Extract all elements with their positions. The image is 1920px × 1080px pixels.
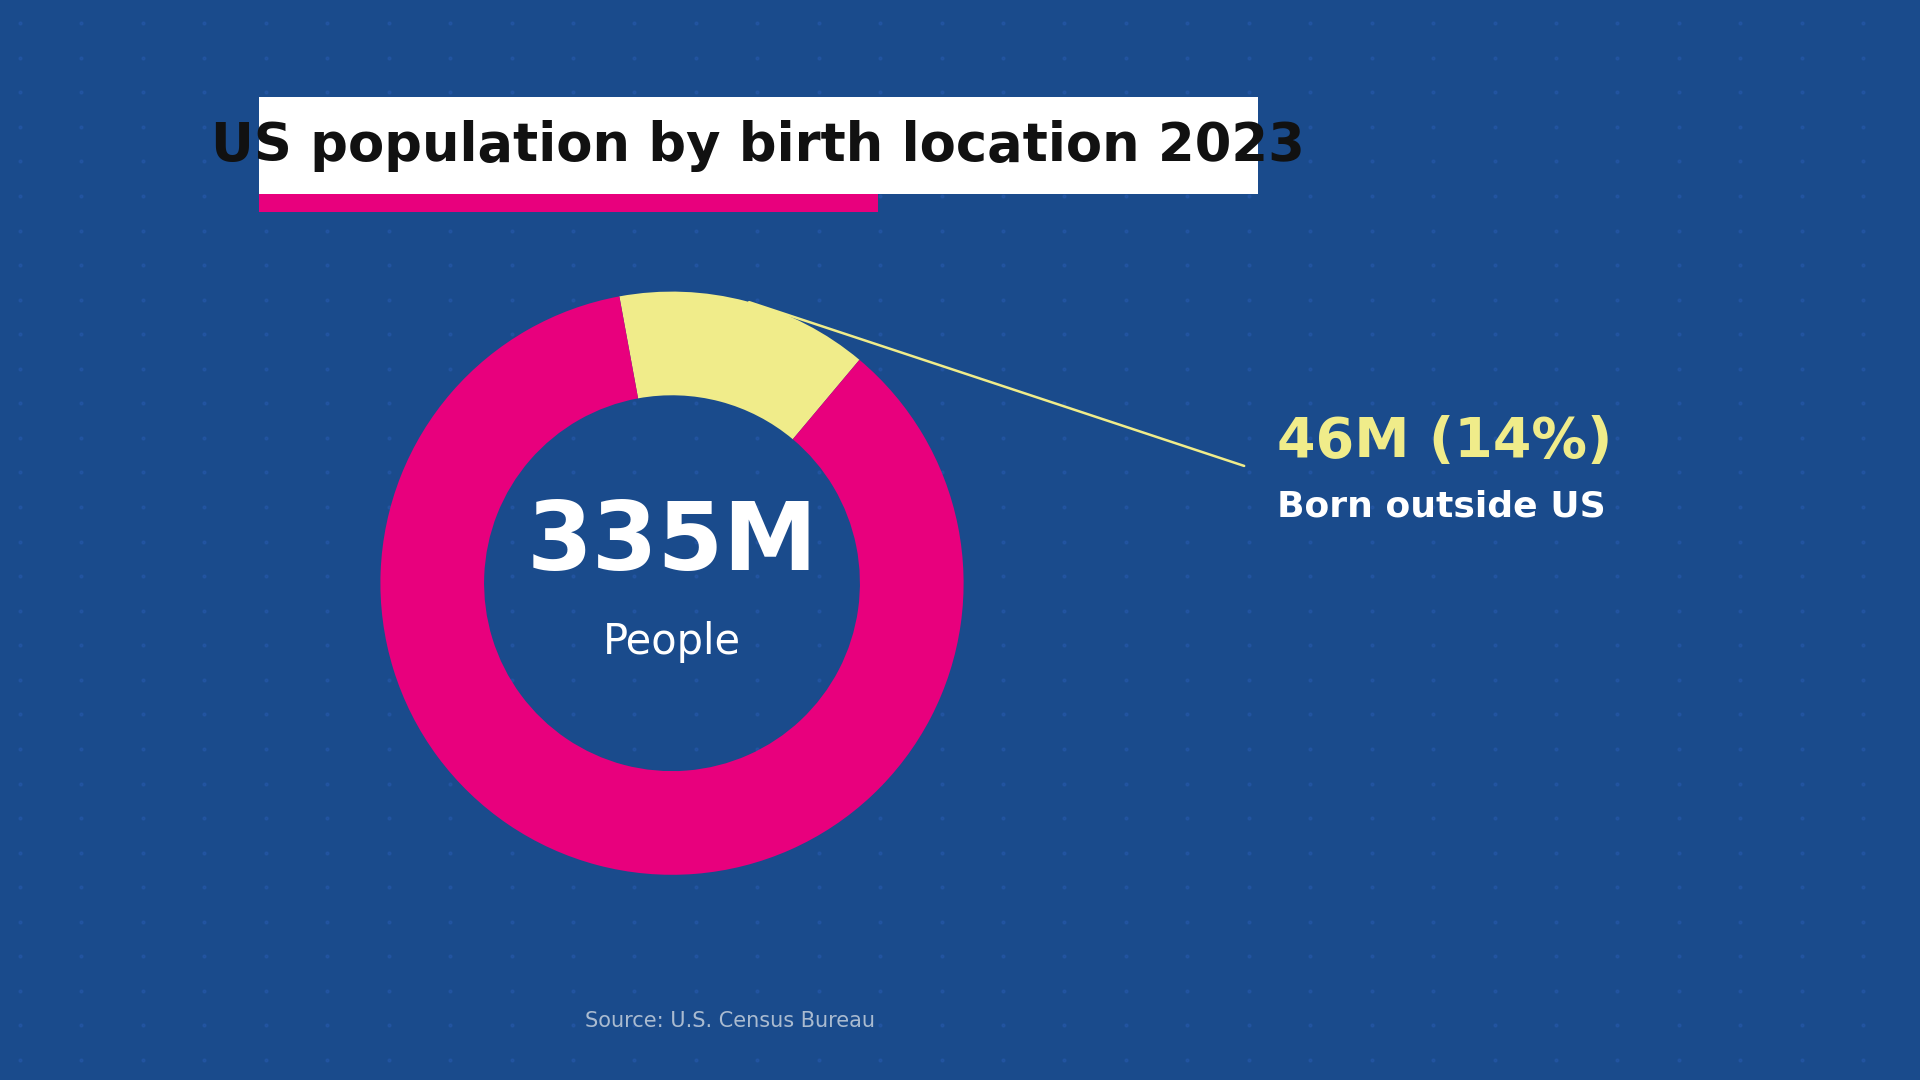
Text: 46M (14%): 46M (14%): [1277, 415, 1613, 469]
Wedge shape: [380, 296, 964, 875]
Text: US population by birth location 2023: US population by birth location 2023: [211, 120, 1306, 172]
Text: Born outside US: Born outside US: [1277, 490, 1605, 524]
Bar: [259, 194, 877, 213]
Text: People: People: [603, 621, 741, 662]
Wedge shape: [620, 292, 860, 440]
Text: 335M: 335M: [526, 498, 818, 591]
Text: Source: U.S. Census Bureau: Source: U.S. Census Bureau: [584, 1011, 876, 1030]
Bar: [259, 97, 1258, 194]
